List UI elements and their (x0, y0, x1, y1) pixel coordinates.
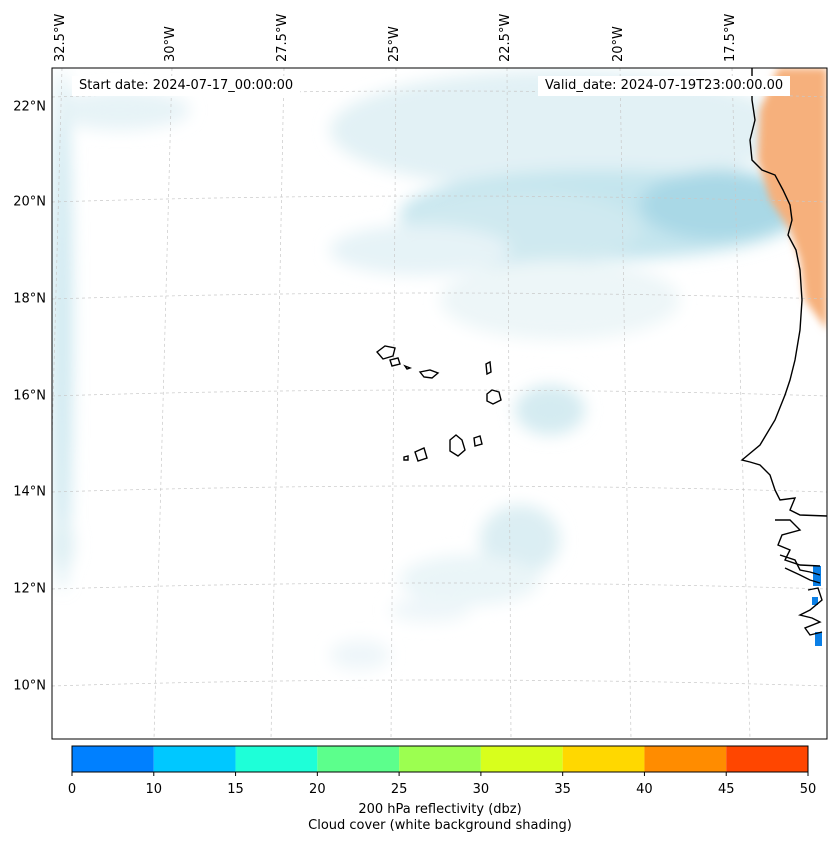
lon-label-25w: 25°W (388, 26, 401, 62)
colorbar-swatch (644, 746, 726, 772)
colorbar-swatch (72, 746, 154, 772)
lat-label-18n: 18°N (13, 293, 46, 306)
colorbar-tick-label: 45 (718, 782, 735, 797)
lat-label-20n: 20°N (13, 196, 46, 209)
valid-date-label: Valid_date: 2024-07-19T23:00:00.00 (538, 76, 790, 96)
colorbar-swatch (481, 746, 563, 772)
start-date-label: Start date: 2024-07-17_00:00:00 (72, 76, 300, 96)
lon-label-32-5w: 32.5°W (54, 14, 67, 62)
lat-label-16n: 16°N (13, 390, 46, 403)
colorbar-swatch (236, 746, 318, 772)
colorbar-swatch (317, 746, 399, 772)
lon-label-27-5w: 27.5°W (276, 14, 289, 62)
lon-label-30w: 30°W (164, 26, 177, 62)
lon-label-17-5w: 17.5°W (724, 14, 737, 62)
lat-label-14n: 14°N (13, 486, 46, 499)
colorbar-tick-label: 25 (391, 782, 408, 797)
colorbar-tick-label: 40 (636, 782, 653, 797)
map-panel (0, 0, 837, 843)
colorbar-tick-label: 15 (227, 782, 244, 797)
colorbar-tick-label: 30 (473, 782, 490, 797)
lon-label-22-5w: 22.5°W (499, 14, 512, 62)
colorbar-tick-label: 10 (145, 782, 162, 797)
lat-label-12n: 12°N (13, 583, 46, 596)
colorbar-tick-label: 0 (68, 782, 76, 797)
colorbar-tick-label: 20 (309, 782, 326, 797)
colorbar-swatch (399, 746, 481, 772)
colorbar-title: 200 hPa reflectivity (dbz) (0, 802, 837, 817)
colorbar-swatch (154, 746, 236, 772)
lat-label-22n: 22°N (13, 101, 46, 114)
colorbar-swatch (563, 746, 645, 772)
lat-label-10n: 10°N (13, 680, 46, 693)
colorbar-swatch (726, 746, 808, 772)
lon-label-20w: 20°W (612, 26, 625, 62)
colorbar-subtitle: Cloud cover (white background shading) (0, 818, 837, 833)
colorbar-tick-label: 35 (554, 782, 571, 797)
colorbar-tick-label: 50 (800, 782, 817, 797)
colorbar (72, 746, 808, 776)
